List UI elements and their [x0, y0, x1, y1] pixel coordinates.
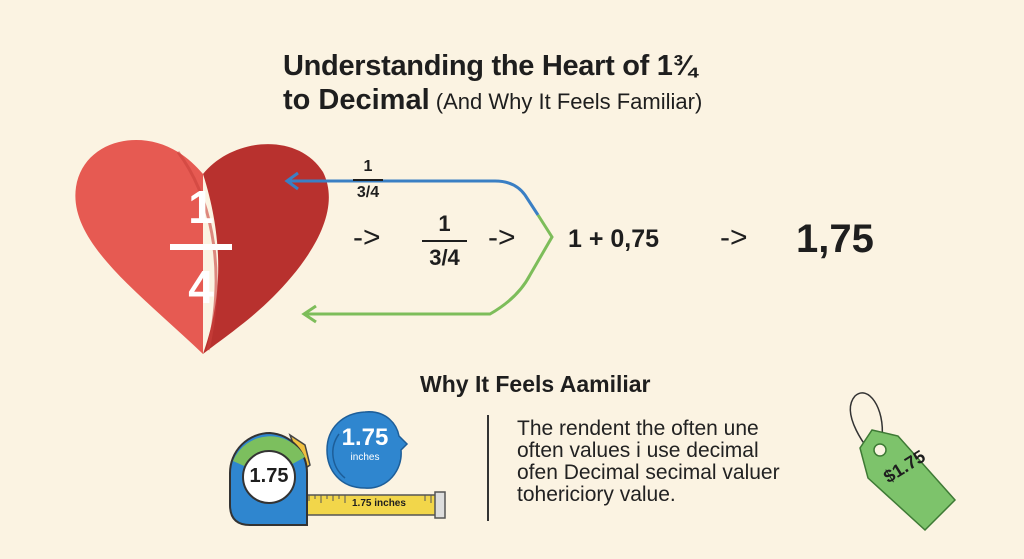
vertical-divider: [487, 415, 489, 521]
page-title-subtitle: (And Why It Feels Familiar): [429, 89, 703, 114]
page-title-line1: Understanding the Heart of 1¾: [283, 50, 697, 82]
tape-label: 1.75 inches: [352, 498, 406, 509]
price-tag-icon: [849, 392, 957, 532]
badge-icon: [326, 411, 409, 489]
arrow-2: ->: [488, 221, 516, 254]
heart-numerator: 1: [188, 181, 214, 233]
dial-value: 1.75: [249, 465, 289, 487]
heart-fraction: 1 4: [170, 180, 232, 314]
page-title-main: to Decimal: [283, 84, 430, 116]
blue-arrowhead-icon: [284, 171, 299, 191]
flow-arrows: [284, 171, 554, 324]
arrow-1: ->: [353, 221, 381, 254]
middle-fraction: 1 3/4: [422, 211, 467, 271]
decimal-result: 1,75: [796, 217, 874, 261]
fraction-bar: [170, 244, 232, 250]
section-heading: Why It Feels Aamiliar: [420, 371, 651, 397]
heart-icon: [75, 139, 329, 354]
badge-value: 1.75: [341, 424, 389, 451]
badge-unit: inches: [350, 452, 380, 463]
heart-denominator: 4: [188, 261, 214, 313]
page-title-line2: to Decimal (And Why It Feels Familiar): [283, 84, 702, 117]
familiar-paragraph: The rendent the often une often values i …: [517, 417, 780, 506]
arrow-3: ->: [720, 221, 748, 254]
small-fraction: 1 3/4: [353, 158, 383, 202]
green-arrowhead-icon: [301, 304, 317, 324]
tape-measure-icon: [229, 431, 446, 526]
sum-expression: 1 + 0,75: [568, 225, 660, 253]
badge-content: 1.75 inches: [335, 424, 395, 463]
